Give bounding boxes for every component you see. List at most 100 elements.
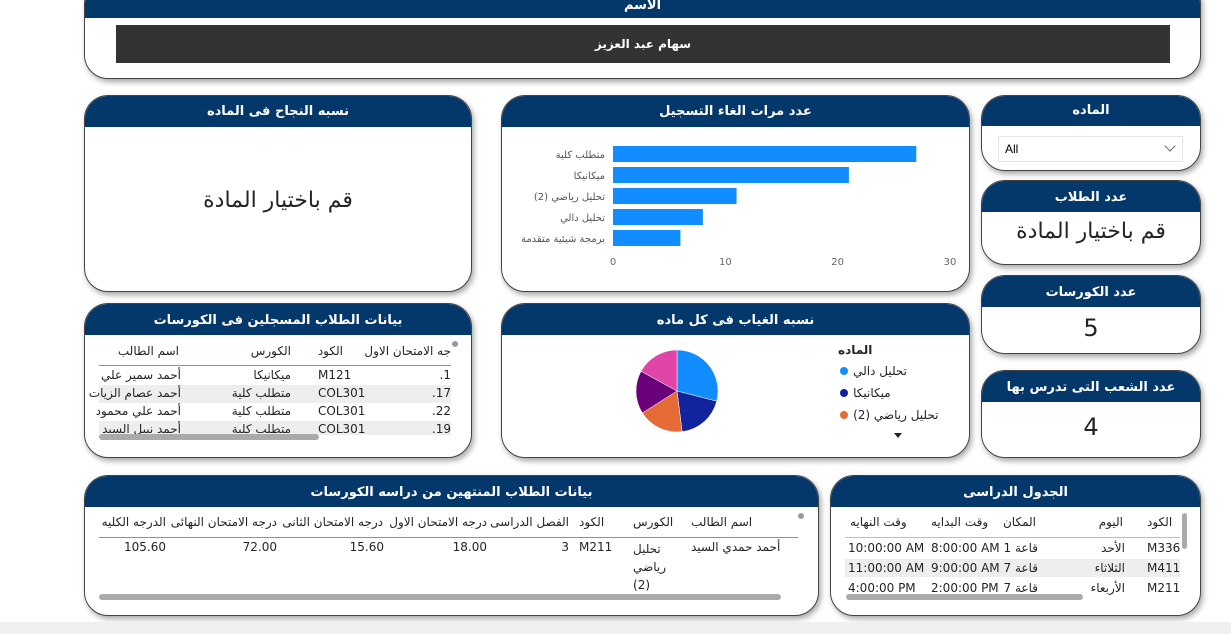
category-label: ميكانيكا [574, 171, 605, 182]
col-header-code[interactable]: الكود [1147, 515, 1173, 529]
registered-students-title: بيانات الطلاب المسجلين فى الكورسات [85, 304, 471, 335]
registered-students-card: بيانات الطلاب المسجلين فى الكورسات اسم ا… [84, 303, 472, 458]
header-divider [99, 537, 798, 538]
registered-table: اسم الطالب الكورس الكود جه الامتحان الاو… [85, 304, 471, 435]
pie-slice [676, 390, 718, 432]
cell-day: الثلاثاء [1094, 561, 1125, 575]
vertical-scrollbar[interactable] [1182, 513, 1187, 549]
cell-start-time: 9:00:00 AM [931, 561, 1000, 575]
horizontal-scrollbar[interactable] [99, 434, 319, 440]
cell-student-name: أحمد علي محمود [95, 404, 181, 418]
bar [613, 209, 703, 225]
schedule-title: الجدول الدراسى [831, 476, 1200, 507]
legend-dot-icon [840, 389, 848, 397]
row-stripe [845, 559, 1180, 577]
legend-label: تحليل رياضي (2) [853, 408, 939, 422]
name-card-title: الاسم [85, 0, 1200, 18]
pie-slice [676, 349, 719, 402]
col-header-student-name[interactable]: اسم الطالب [117, 344, 179, 358]
cell-code: M211 [1147, 581, 1181, 595]
cell-day: الأربعاء [1090, 581, 1125, 595]
cell-first-exam: 22. [431, 404, 451, 418]
x-tick-label: 30 [944, 257, 957, 268]
subject-slicer-card: الماده All [981, 95, 1201, 171]
cell-code: M121 [318, 368, 352, 382]
cell-code: COL301 [318, 404, 366, 418]
x-tick-label: 20 [831, 257, 844, 268]
cell-end-time: 11:00:00 AM [848, 561, 925, 575]
subject-dropdown[interactable]: All [998, 136, 1183, 162]
cell-start-time: 2:00:00 PM [931, 581, 999, 595]
cell-code: M211 [579, 540, 613, 554]
legend-dot-icon [840, 367, 848, 375]
cell-place: قاعة 1 [1003, 541, 1038, 555]
chevron-down-icon [1164, 140, 1176, 152]
cancellations-bar-chart: متطلب كلية ميكانيكا تحليل رياضي (2) تحليل د… [521, 146, 957, 268]
cell-course: متطلب كلية [231, 386, 291, 400]
col-header-code[interactable]: الكود [579, 515, 605, 529]
scroll-indicator [798, 513, 804, 519]
finished-students-title: بيانات الطلاب المنتهين من دراسه الكورسات [85, 476, 818, 507]
legend-more-arrow-icon[interactable] [894, 433, 902, 438]
cell-code: M411 [1147, 561, 1181, 575]
pass-rate-card: نسبه النجاح فى الماده قم باختيار المادة [84, 95, 472, 292]
col-header-place[interactable]: المكان [1002, 515, 1036, 529]
cell-first-exam: 1. [439, 368, 451, 382]
legend-item[interactable]: ميكانيكا [840, 382, 891, 401]
sections-count-card: عدد الشعب التى تدرس بها 4 [981, 370, 1201, 458]
students-count-title: عدد الطلاب [982, 181, 1200, 212]
legend-dot-icon [840, 411, 848, 419]
col-header-first-exam[interactable]: درجه الامتحان الاول [389, 515, 487, 529]
col-header-end-time[interactable]: وقت النهايه [850, 515, 907, 529]
cell-course: متطلب كلية [231, 404, 291, 418]
sections-count-value: 4 [1083, 413, 1099, 441]
col-header-semester[interactable]: الفصل الدراسى [490, 515, 569, 529]
category-label: تحليل رياضي (2) [534, 192, 605, 203]
col-header-day[interactable]: اليوم [1098, 515, 1123, 529]
col-header-course[interactable]: الكورس [250, 344, 291, 358]
header-divider [99, 365, 451, 366]
col-header-start-time[interactable]: وقت البدايه [931, 515, 989, 529]
students-count-card: عدد الطلاب قم باختيار المادة [981, 180, 1201, 265]
legend-item[interactable]: تحليل دالي [840, 360, 907, 379]
pie-slice [635, 370, 678, 414]
col-header-student-name[interactable]: اسم الطالب [691, 515, 753, 529]
cell-place: قاعة 7 [1003, 561, 1038, 575]
col-header-course[interactable]: الكورس [633, 515, 674, 529]
cell-first-exam: 17. [431, 386, 451, 400]
legend-label: ميكانيكا [853, 386, 891, 400]
courses-count-title: عدد الكورسات [982, 276, 1200, 307]
col-header-code[interactable]: الكود [317, 344, 343, 358]
cell-student-name: أحمد سمير علي [101, 368, 181, 382]
cell-first-exam: 19. [431, 422, 451, 435]
cell-student-name: أحمد نبيل السيد [102, 422, 181, 435]
category-label: متطلب كلية [556, 150, 605, 161]
header-divider [845, 537, 1180, 538]
horizontal-scrollbar[interactable] [846, 594, 1083, 600]
cell-course: تحليل رياضي (2) [633, 542, 666, 592]
scroll-indicator [452, 341, 458, 347]
bar [613, 167, 849, 183]
legend-title: الماده [838, 343, 873, 357]
subject-dropdown-value: All [1005, 142, 1019, 156]
col-header-second-exam[interactable]: درجه الامتحان الثانى [282, 515, 383, 529]
col-header-total[interactable]: الدرجه الكليه [101, 515, 166, 529]
name-card: الاسم سهام عبد العزيز [84, 0, 1201, 79]
cell-code: M336 [1147, 541, 1181, 555]
horizontal-scrollbar[interactable] [99, 594, 781, 600]
x-tick-label: 0 [610, 257, 616, 268]
cell-code: COL301 [318, 386, 366, 400]
cancellations-card: عدد مرات الغاء التسجيل متطلب كلية ميكانيك… [501, 95, 970, 292]
category-label: برمجة شيئية متقدمة [521, 234, 605, 245]
col-header-final-exam[interactable]: درجه الامتحان النهائى [170, 515, 277, 529]
legend-item[interactable]: تحليل رياضي (2) [840, 404, 938, 423]
pie-slice [642, 390, 683, 433]
pass-rate-title: نسبه النجاح فى الماده [85, 96, 471, 127]
bar [613, 146, 917, 162]
pie-slice [640, 349, 678, 392]
cell-total: 105.60 [124, 540, 166, 554]
x-tick-label: 10 [719, 257, 732, 268]
cell-course: متطلب كلية [231, 422, 291, 435]
col-header-first-exam[interactable]: جه الامتحان الاول [364, 344, 451, 358]
cell-final-exam: 72.00 [242, 540, 277, 554]
